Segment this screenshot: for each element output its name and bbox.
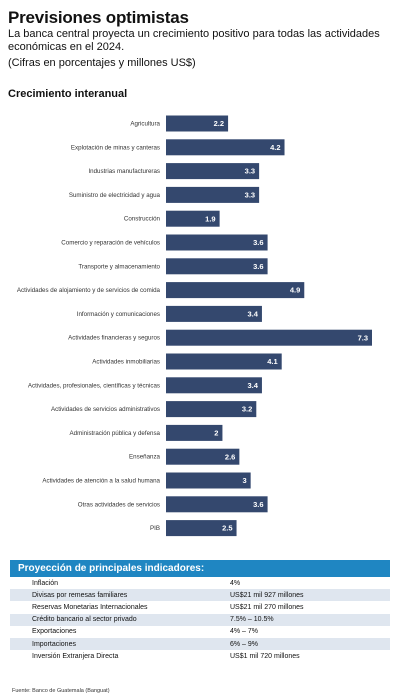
- bar: [166, 520, 237, 537]
- bar-value-label: 2: [214, 429, 218, 438]
- bar-value-label: 2.5: [222, 524, 232, 533]
- indicator-label: Reservas Monetarias Internacionales: [32, 603, 148, 611]
- table-row: Exportaciones 4% – 7%: [10, 626, 390, 638]
- bar: [166, 139, 285, 156]
- category-label: Actividades financieras y seguros: [68, 335, 160, 342]
- bar: [166, 115, 229, 132]
- indicator-label: Exportaciones: [32, 628, 77, 636]
- bar-value-label: 7.3: [358, 333, 368, 342]
- category-label: Industrias manufactureras: [88, 168, 160, 175]
- table-title: Proyección de principales indicadores:: [10, 560, 390, 577]
- bar: [166, 424, 223, 441]
- bar: [166, 472, 251, 489]
- bar-value-label: 3.4: [248, 381, 259, 390]
- category-label: Información y comunicaciones: [77, 311, 160, 318]
- bar: [166, 210, 220, 227]
- source-note: Fuente: Banco de Guatemala (Banguat): [12, 688, 110, 694]
- indicator-label: Inversión Extranjera Directa: [32, 652, 119, 660]
- indicators-table: Proyección de principales indicadores: I…: [10, 560, 390, 662]
- indicator-value: 6% – 9%: [230, 640, 259, 648]
- bar: [166, 353, 282, 370]
- category-label: Otras actividades de servicios: [78, 501, 160, 508]
- bar: [166, 305, 262, 322]
- bar-value-label: 3.6: [253, 500, 263, 509]
- bar: [166, 186, 260, 203]
- category-label: Construcción: [124, 216, 161, 223]
- bar-value-label: 3.2: [242, 405, 252, 414]
- page-subtitle: La banca central proyecta un crecimiento…: [8, 28, 380, 53]
- indicator-label: Crédito bancario al sector privado: [32, 616, 137, 624]
- category-label: Transporte y almacenamiento: [78, 263, 160, 270]
- bar: [166, 234, 268, 251]
- bar: [166, 329, 372, 346]
- indicator-label: Divisas por remesas familiares: [32, 591, 128, 599]
- category-label: Administración pública y defensa: [70, 430, 161, 437]
- category-label: Enseñanza: [129, 454, 161, 461]
- bar: [166, 448, 240, 465]
- growth-bar-chart: Agricultura 2.2 Explotación de minas y can…: [17, 115, 372, 537]
- category-label: Actividades de alojamiento y de servicio…: [17, 287, 161, 294]
- units-note: (Cifras en porcentajes y millones US$): [8, 57, 196, 69]
- category-label: Actividades de servicios administrativos: [51, 406, 160, 413]
- indicator-label: Inflación: [32, 579, 59, 587]
- bar-value-label: 3: [242, 476, 246, 485]
- indicator-value: US$21 mil 927 millones: [230, 591, 304, 599]
- table-row: Importaciones 6% – 9%: [10, 637, 390, 651]
- chart-title: Crecimiento interanual: [8, 88, 128, 100]
- bar-value-label: 4.9: [290, 286, 300, 295]
- table-rows: Inflación 4% Divisas por remesas familiare…: [10, 577, 390, 662]
- table-row: Inversión Extranjera Directa US$1 mil 720…: [10, 650, 390, 662]
- table-row: Reservas Monetarias Internacionales US$21…: [10, 601, 390, 613]
- category-label: Actividades, profesionales, científicas …: [28, 382, 160, 389]
- bar-value-label: 2.2: [214, 119, 224, 128]
- indicator-value: US$21 mil 270 millones: [230, 603, 304, 611]
- bar: [166, 258, 268, 275]
- indicator-value: 7.5% – 10.5%: [230, 616, 274, 624]
- bar-value-label: 3.6: [253, 238, 263, 247]
- bar: [166, 496, 268, 513]
- bar-value-label: 4.2: [270, 143, 280, 152]
- bar-value-label: 1.9: [205, 214, 215, 223]
- category-label: PIB: [150, 525, 160, 532]
- indicator-label: Importaciones: [32, 640, 76, 648]
- category-label: Explotación de minas y canteras: [71, 144, 160, 151]
- table-row: Crédito bancario al sector privado 7.5% –…: [10, 613, 390, 626]
- bar-value-label: 2.6: [225, 452, 235, 461]
- bar: [166, 282, 305, 299]
- indicator-value: US$1 mil 720 millones: [230, 652, 300, 660]
- header: Previsiones optimistas La banca central …: [8, 8, 392, 70]
- indicator-value: 4% – 7%: [230, 628, 259, 636]
- bar: [166, 163, 260, 180]
- category-label: Comercio y reparación de vehículos: [61, 240, 160, 247]
- bar-value-label: 3.4: [248, 310, 259, 319]
- bar-value-label: 3.3: [245, 167, 255, 176]
- category-label: Actividades de atención a la salud human…: [42, 478, 160, 485]
- bar-value-label: 3.3: [245, 191, 255, 200]
- category-label: Actividades inmobiliarias: [92, 359, 160, 366]
- table-row: Divisas por remesas familiares US$21 mil …: [10, 589, 390, 602]
- indicator-value: 4%: [230, 579, 241, 587]
- bar-value-label: 3.6: [253, 262, 263, 271]
- category-label: Suministro de electricidad y agua: [69, 192, 161, 199]
- bar: [166, 401, 257, 418]
- bar: [166, 377, 262, 394]
- table-row: Inflación 4%: [10, 577, 390, 589]
- bar-value-label: 4.1: [267, 357, 277, 366]
- category-label: Agricultura: [130, 121, 160, 128]
- page-title: Previsiones optimistas: [8, 8, 189, 27]
